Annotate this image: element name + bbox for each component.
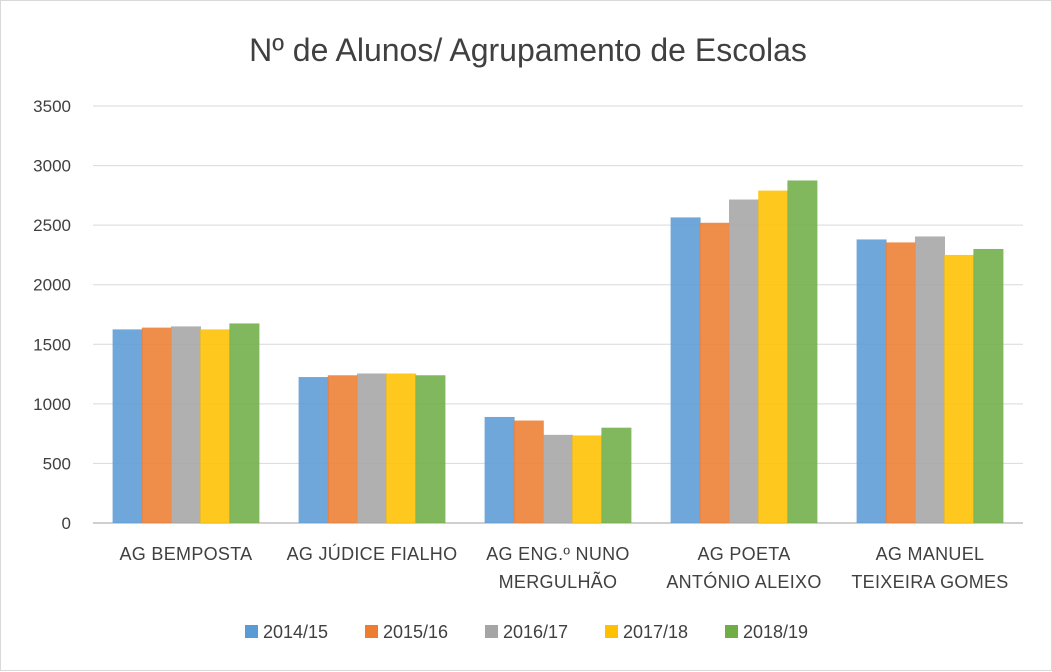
x-tick-label: TEIXEIRA GOMES	[851, 572, 1008, 592]
bar	[229, 323, 260, 523]
legend-label: 2015/16	[383, 622, 448, 642]
x-tick-label: AG MANUEL	[876, 544, 985, 564]
bar	[729, 199, 759, 523]
y-tick-label: 500	[43, 454, 71, 473]
bar	[327, 375, 358, 523]
legend-swatch	[365, 625, 378, 638]
legend-label: 2016/17	[503, 622, 568, 642]
x-tick-label: AG JÚDICE FIALHO	[287, 543, 458, 564]
legend-label: 2017/18	[623, 622, 688, 642]
legend-swatch	[245, 625, 258, 638]
bar	[171, 326, 201, 523]
bar	[357, 373, 387, 523]
y-tick-label: 1500	[33, 335, 71, 354]
y-tick-label: 2000	[33, 276, 71, 295]
bar	[885, 242, 916, 523]
x-tick-label: ANTÓNIO ALEIXO	[666, 571, 821, 592]
bar	[298, 377, 329, 523]
bar	[601, 427, 632, 523]
x-tick-label: AG ENG.º NUNO	[486, 544, 630, 564]
bar	[856, 239, 887, 523]
chart-title: Nº de Alunos/ Agrupamento de Escolas	[249, 32, 807, 68]
bar	[112, 329, 143, 523]
y-tick-label: 3500	[33, 97, 71, 116]
y-axis: 0 500 1000 1500 2000 2500 3000 3500	[33, 97, 1023, 533]
bar	[415, 375, 446, 523]
y-tick-label: 1000	[33, 395, 71, 414]
legend-label: 2014/15	[263, 622, 328, 642]
bars	[112, 180, 1004, 524]
y-tick-label: 0	[62, 514, 71, 533]
bar	[787, 180, 818, 523]
legend-swatch	[725, 625, 738, 638]
bar	[200, 329, 231, 523]
bar	[572, 435, 603, 523]
x-tick-label: MERGULHÃO	[499, 571, 618, 592]
legend: 2014/15 2015/16 2016/17 2017/18 2018/19	[245, 622, 808, 642]
bar	[944, 254, 975, 523]
bar	[670, 217, 701, 524]
x-axis: AG BEMPOSTA AG JÚDICE FIALHO AG ENG.º NUNO…	[120, 543, 1009, 592]
bar	[758, 190, 789, 523]
bar	[484, 416, 515, 523]
legend-swatch	[605, 625, 618, 638]
y-tick-label: 3000	[33, 157, 71, 176]
x-tick-label: AG BEMPOSTA	[120, 544, 253, 564]
bar	[513, 420, 544, 523]
x-tick-label: AG POETA	[697, 544, 790, 564]
bar	[915, 236, 945, 523]
bar	[699, 222, 730, 523]
bar	[386, 373, 417, 523]
bar	[973, 248, 1004, 523]
legend-swatch	[485, 625, 498, 638]
bar	[543, 434, 573, 523]
legend-label: 2018/19	[743, 622, 808, 642]
y-tick-label: 2500	[33, 216, 71, 235]
bar	[141, 327, 172, 523]
